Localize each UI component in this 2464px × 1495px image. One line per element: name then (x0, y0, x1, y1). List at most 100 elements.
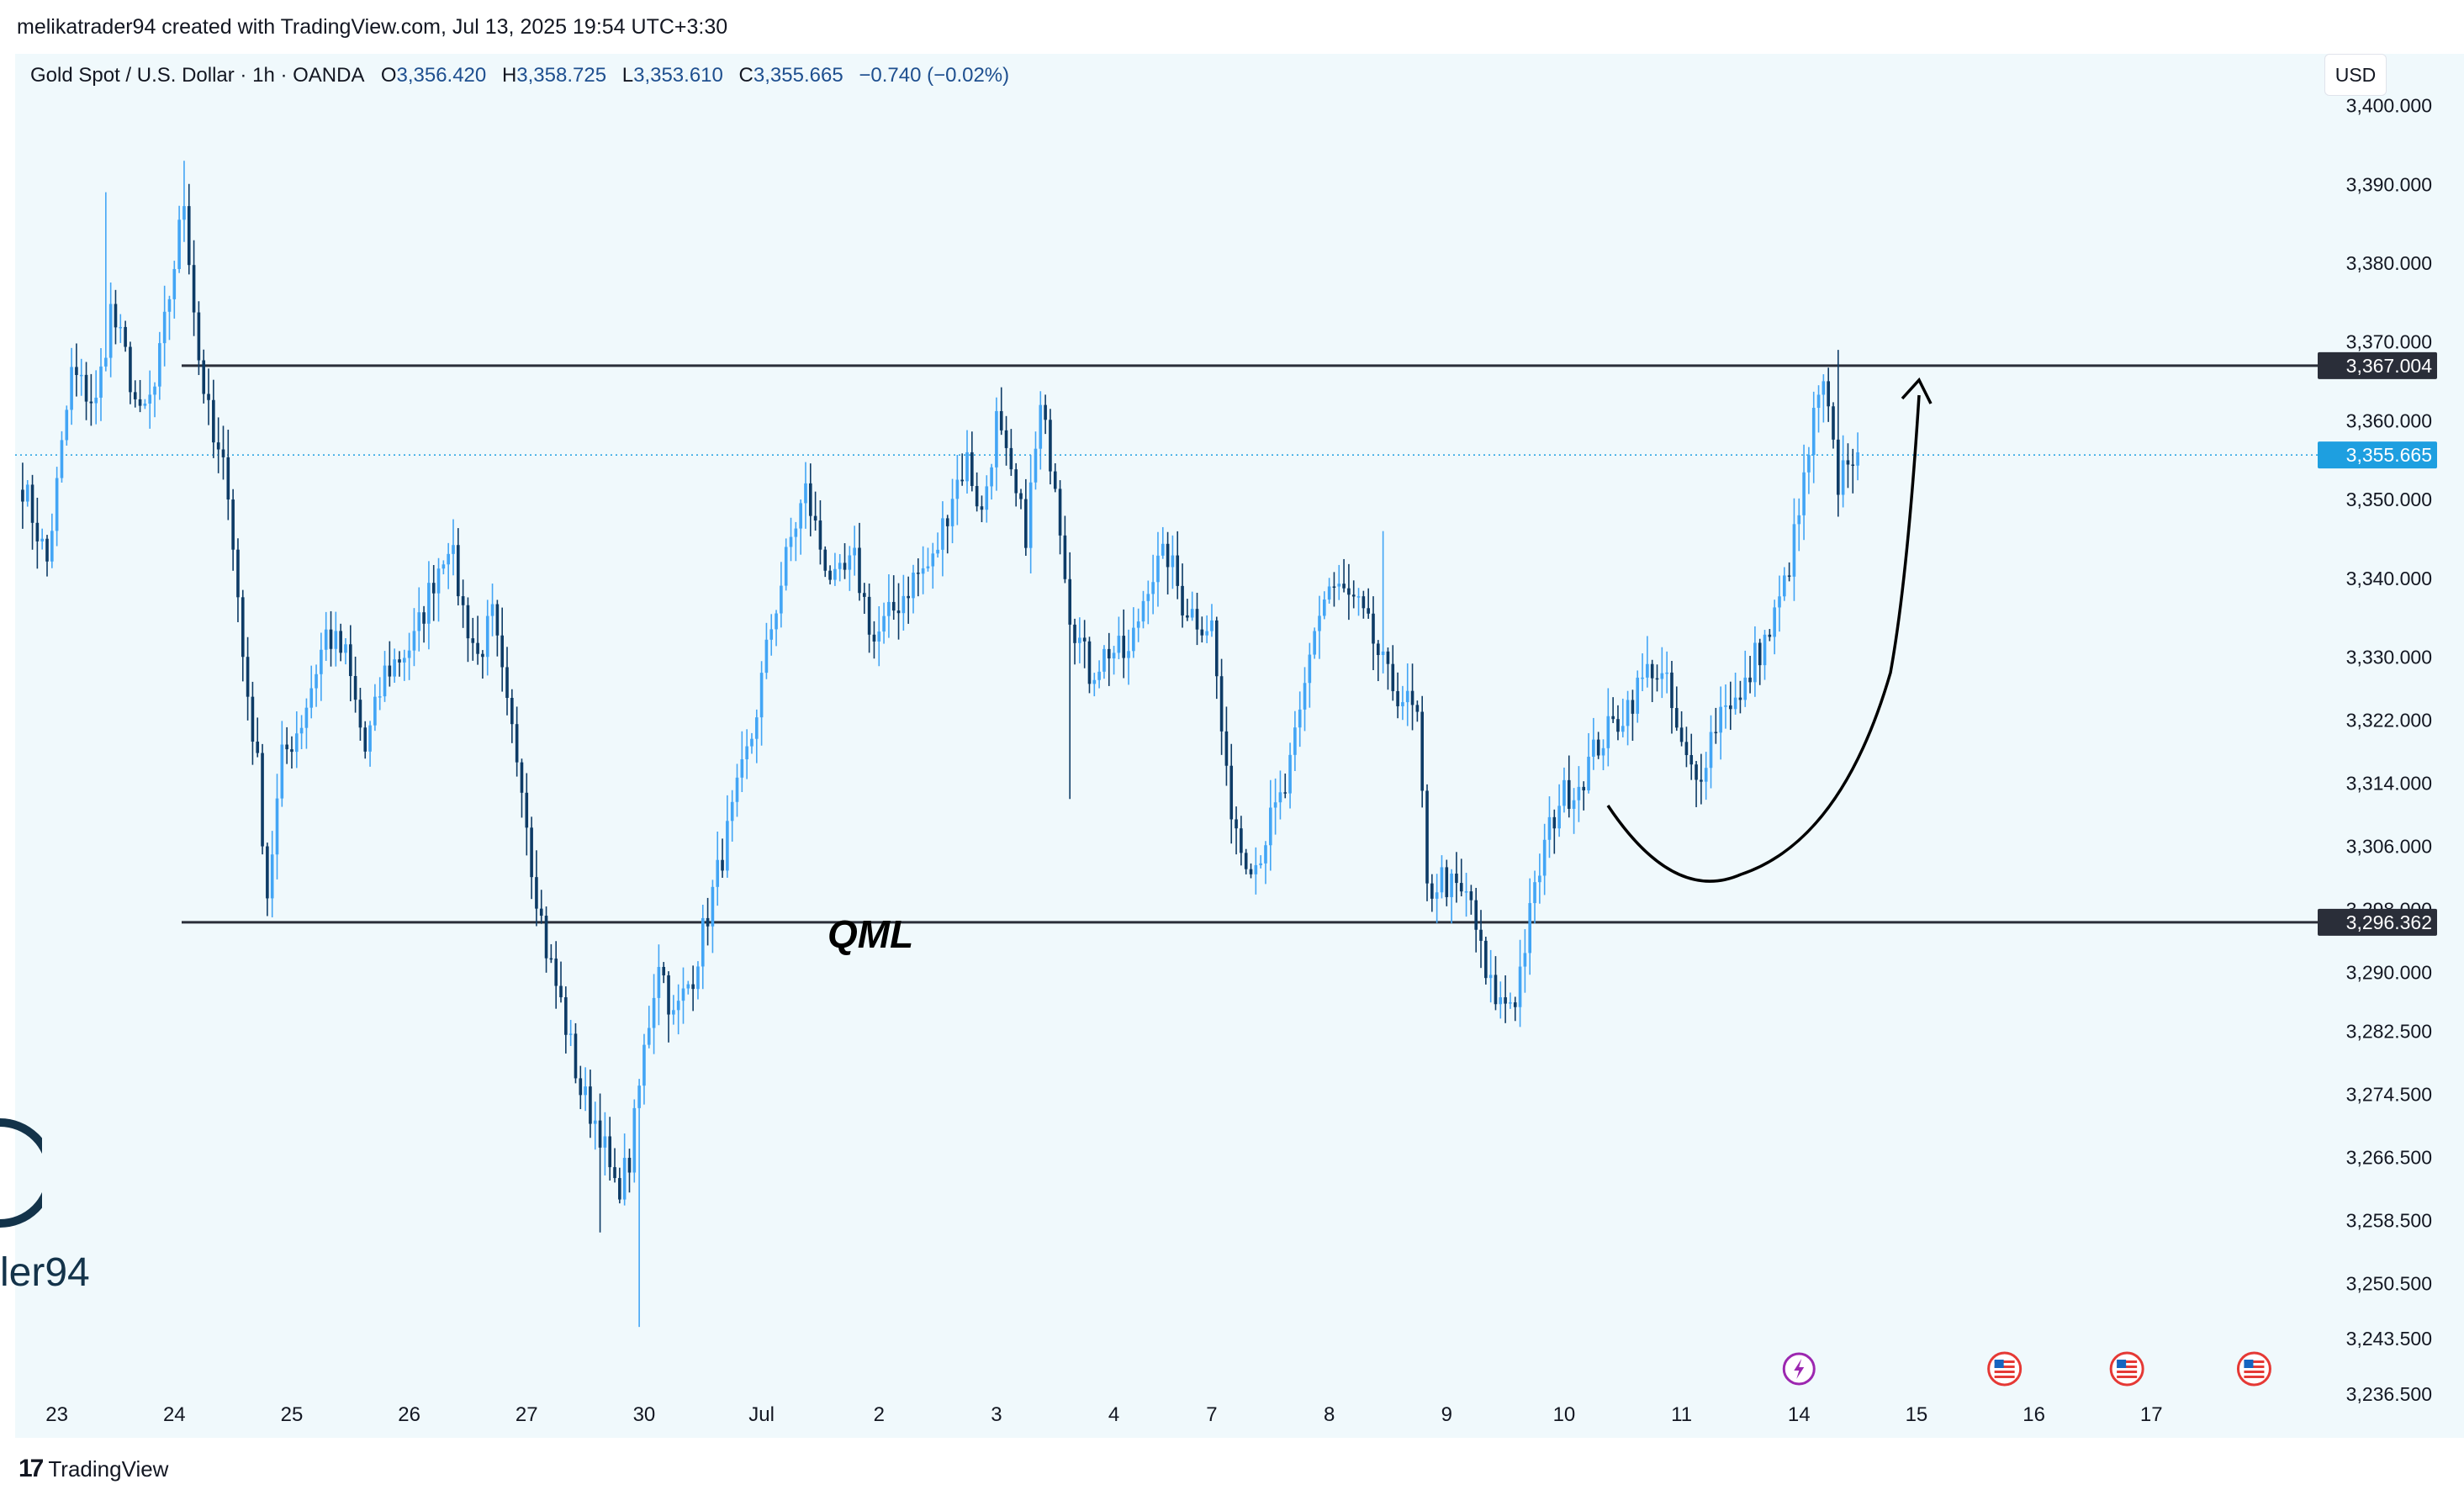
candle[interactable] (1494, 956, 1498, 1011)
candle[interactable] (1190, 591, 1194, 621)
candle[interactable] (1621, 698, 1625, 737)
candle[interactable] (231, 489, 235, 571)
candle[interactable] (1219, 658, 1224, 755)
candle[interactable] (520, 758, 524, 818)
candle[interactable] (431, 565, 436, 621)
candle[interactable] (447, 542, 450, 589)
candle[interactable] (960, 453, 964, 486)
us-flag-event-icon[interactable] (2109, 1351, 2144, 1387)
candle[interactable] (1014, 462, 1018, 507)
candle[interactable] (1445, 859, 1449, 906)
candle[interactable] (1176, 531, 1180, 600)
candle[interactable] (162, 285, 167, 367)
candle[interactable] (1415, 700, 1420, 722)
candle[interactable] (574, 1022, 578, 1084)
candle[interactable] (515, 706, 519, 777)
candle[interactable] (1381, 531, 1385, 674)
candle[interactable] (1709, 715, 1713, 789)
candle[interactable] (931, 542, 935, 589)
candle[interactable] (813, 491, 817, 531)
candle[interactable] (1318, 595, 1321, 659)
candle[interactable] (1087, 637, 1092, 694)
candle[interactable] (1273, 778, 1277, 835)
candle[interactable] (838, 553, 842, 582)
candle[interactable] (1004, 415, 1008, 466)
candle[interactable] (481, 650, 484, 679)
candle[interactable] (833, 552, 837, 586)
candle[interactable] (1161, 526, 1165, 559)
candle[interactable] (1674, 686, 1679, 732)
candle[interactable] (1214, 616, 1219, 700)
candle[interactable] (172, 261, 177, 319)
candle[interactable] (530, 816, 533, 900)
candle[interactable] (108, 282, 113, 378)
candle[interactable] (461, 579, 465, 628)
candle[interactable] (99, 348, 103, 421)
candle[interactable] (1856, 432, 1859, 481)
candle[interactable] (726, 795, 729, 878)
candle[interactable] (1171, 535, 1175, 589)
candle[interactable] (1518, 939, 1522, 1027)
candle[interactable] (1396, 672, 1399, 719)
candle[interactable] (579, 1065, 583, 1110)
candle[interactable] (1733, 672, 1737, 715)
candle[interactable] (1743, 650, 1748, 707)
candle[interactable] (549, 943, 553, 964)
candle[interactable] (187, 183, 191, 275)
candle[interactable] (1797, 498, 1801, 552)
candle[interactable] (1405, 663, 1409, 726)
candle[interactable] (652, 974, 656, 1054)
candle[interactable] (990, 463, 993, 500)
candle[interactable] (1807, 446, 1811, 494)
candle[interactable] (1679, 711, 1684, 747)
candle[interactable] (1787, 562, 1791, 582)
candle[interactable] (970, 431, 974, 492)
candle[interactable] (921, 546, 925, 594)
candle[interactable] (1714, 707, 1718, 744)
candle[interactable] (216, 417, 220, 473)
candle[interactable] (1670, 660, 1674, 734)
candle[interactable] (261, 743, 264, 855)
candle[interactable] (730, 790, 734, 842)
candle[interactable] (1308, 642, 1312, 708)
candle[interactable] (1009, 429, 1013, 476)
candle[interactable] (1386, 647, 1390, 690)
candle[interactable] (818, 500, 822, 565)
candle[interactable] (241, 589, 245, 682)
candle[interactable] (691, 965, 695, 1012)
candle[interactable] (65, 405, 69, 446)
candle[interactable] (603, 1112, 607, 1176)
candle[interactable] (1049, 409, 1052, 485)
candle[interactable] (1689, 733, 1694, 780)
currency-selector[interactable]: USD (2324, 54, 2387, 96)
candle[interactable] (862, 583, 866, 615)
candle[interactable] (202, 349, 206, 404)
candle[interactable] (593, 1101, 597, 1150)
candle[interactable] (309, 665, 314, 719)
candle[interactable] (383, 651, 387, 702)
candle[interactable] (60, 431, 64, 483)
lightning-event-icon[interactable] (1782, 1352, 1816, 1386)
candle[interactable] (133, 380, 137, 408)
candle[interactable] (378, 677, 382, 711)
candle[interactable] (1567, 755, 1571, 818)
candle[interactable] (1146, 580, 1150, 625)
candle[interactable] (1141, 590, 1145, 629)
candle[interactable] (882, 602, 886, 644)
candle[interactable] (1127, 629, 1130, 685)
candle[interactable] (764, 622, 769, 679)
candle[interactable] (398, 651, 401, 677)
candle[interactable] (1425, 784, 1429, 901)
candle[interactable] (1249, 863, 1253, 879)
candle[interactable] (1547, 796, 1552, 858)
candle[interactable] (1822, 374, 1826, 423)
candle[interactable] (975, 472, 979, 512)
candle[interactable] (457, 528, 460, 605)
candle[interactable] (236, 538, 240, 622)
candle[interactable] (1112, 646, 1116, 675)
candle[interactable] (221, 425, 225, 480)
candle[interactable] (315, 664, 318, 707)
candle[interactable] (1684, 726, 1689, 768)
candle[interactable] (1298, 691, 1302, 748)
